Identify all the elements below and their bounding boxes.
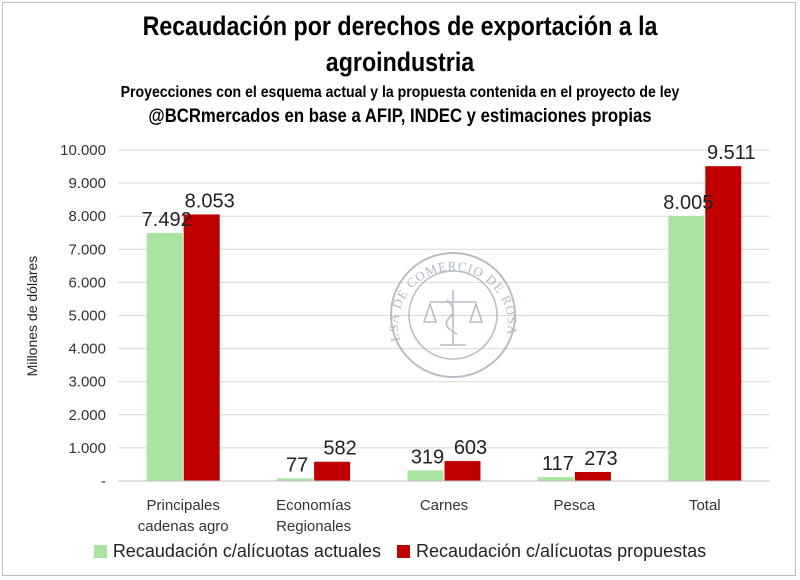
y-tick-label: 3.000	[68, 374, 106, 391]
data-label-propuesta: 8.053	[185, 190, 235, 212]
seal-text: BOLSA DE COMERCIO DE ROSARIO	[0, 0, 520, 343]
x-category-label: cadenas agro	[138, 518, 229, 535]
data-label-actual: 7.492	[142, 209, 192, 231]
bar-propuesta	[574, 471, 611, 481]
y-tick-label: 2.000	[68, 407, 106, 424]
data-label-propuesta: 9.511	[707, 142, 756, 164]
chart-source: @BCRmercados en base a AFIP, INDEC y est…	[148, 106, 652, 127]
x-category-label: Regionales	[276, 518, 351, 535]
x-axis-categories: Principales cadenas agro Economías Regional…	[138, 497, 721, 535]
data-label-actual: 77	[286, 454, 308, 476]
x-category-label: Total	[689, 497, 721, 514]
legend-item-propuesta: Recaudación c/alícuotas propuestas	[396, 541, 707, 562]
y-tick-label: 1.000	[68, 440, 106, 457]
chart-title: Recaudación por derechos de exportación …	[56, 8, 744, 80]
legend-label-actual: Recaudación c/alícuotas actuales	[112, 541, 381, 561]
data-label-actual: 117	[542, 453, 574, 475]
data-label-actual: 319	[411, 446, 444, 468]
y-tick-label: 10.000	[60, 142, 106, 159]
y-tick-label: 6.000	[68, 274, 106, 291]
y-tick-label: -	[101, 473, 106, 490]
bar-actual	[146, 233, 183, 481]
gridlines	[118, 149, 770, 449]
y-tick-label: 7.000	[68, 241, 106, 258]
data-label-actual: 8.005	[663, 192, 713, 214]
bar-actual	[277, 478, 314, 481]
y-tick-label: 8.000	[68, 208, 106, 225]
y-tick-label: 4.000	[68, 341, 106, 358]
x-category-label: Pesca	[554, 497, 596, 514]
y-tick-label: 5.000	[68, 308, 106, 325]
bar-actual	[537, 477, 574, 481]
y-axis-ticks: - 1.000 2.000 3.000 4.000 5.000 6.000 7.000 8.00…	[60, 142, 106, 490]
bars	[146, 166, 742, 482]
data-label-propuesta: 273	[584, 448, 617, 470]
data-label-propuesta: 603	[454, 437, 487, 459]
x-category-label: Principales	[147, 497, 220, 514]
chart-subtitle: Proyecciones con el esquema actual y la …	[120, 84, 680, 101]
legend: Recaudación c/alícuotas actuales Recauda…	[0, 541, 800, 562]
chart-title-line1: Recaudación por derechos de exportación …	[142, 11, 658, 41]
bar-propuesta	[444, 461, 481, 481]
legend-swatch-actual	[93, 545, 107, 558]
chart-title-line2: agroindustria	[325, 47, 475, 77]
legend-item-actual: Recaudación c/alícuotas actuales	[93, 541, 381, 562]
bar-propuesta	[314, 461, 351, 481]
bar-actual	[668, 216, 705, 482]
y-tick-label: 9.000	[68, 175, 106, 192]
legend-swatch-propuesta	[396, 545, 410, 558]
x-category-label: Carnes	[420, 497, 468, 514]
scales-icon	[422, 290, 484, 346]
bar-actual	[407, 470, 444, 481]
bar-propuesta	[183, 214, 220, 482]
legend-label-propuesta: Recaudación c/alícuotas propuestas	[415, 541, 707, 561]
data-label-propuesta: 582	[323, 438, 356, 460]
bar-propuesta	[705, 166, 742, 481]
x-category-label: Economías	[276, 497, 351, 514]
